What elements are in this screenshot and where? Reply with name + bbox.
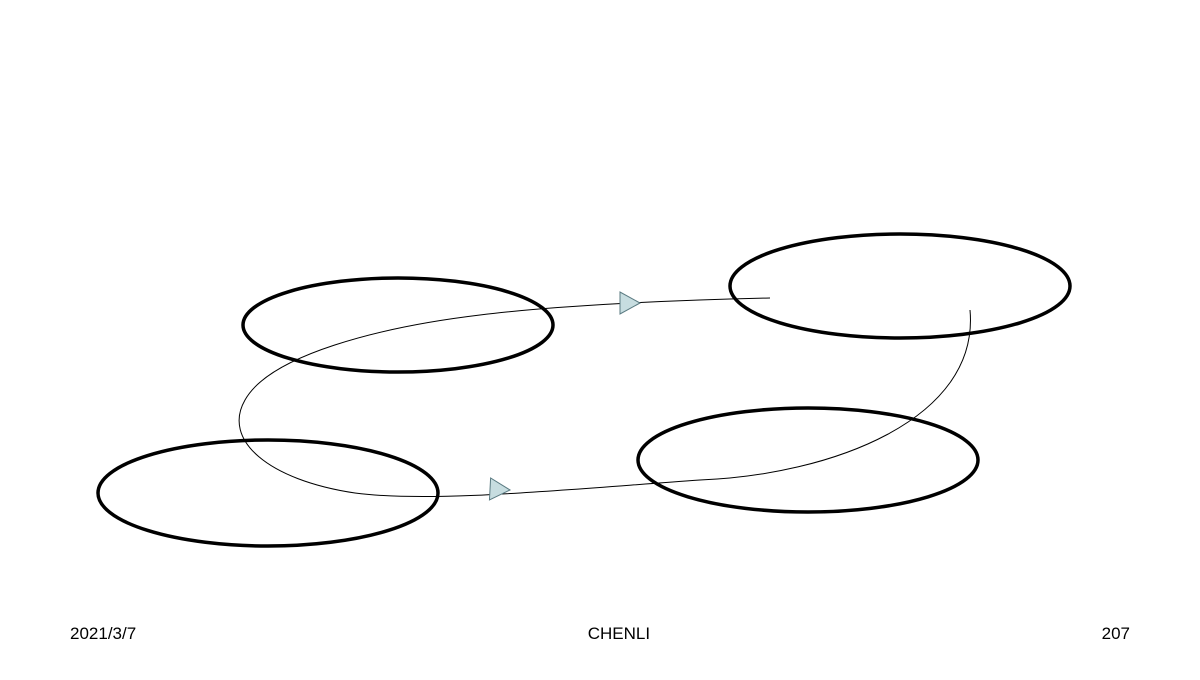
slide-footer: 2021/3/7 CHENLI 207 — [0, 624, 1200, 644]
ellipse-top-left — [243, 278, 553, 372]
diagram-canvas — [0, 0, 1200, 680]
ellipse-top-right — [730, 234, 1070, 338]
ellipse-bottom-right — [638, 408, 978, 512]
footer-page: 207 — [1102, 624, 1130, 644]
arrow-bottom-icon — [489, 478, 510, 501]
flow-path — [239, 298, 970, 497]
ellipse-bottom-left — [98, 440, 438, 546]
footer-date: 2021/3/7 — [70, 624, 136, 644]
arrow-top-icon — [620, 292, 640, 314]
footer-author: CHENLI — [588, 624, 650, 644]
